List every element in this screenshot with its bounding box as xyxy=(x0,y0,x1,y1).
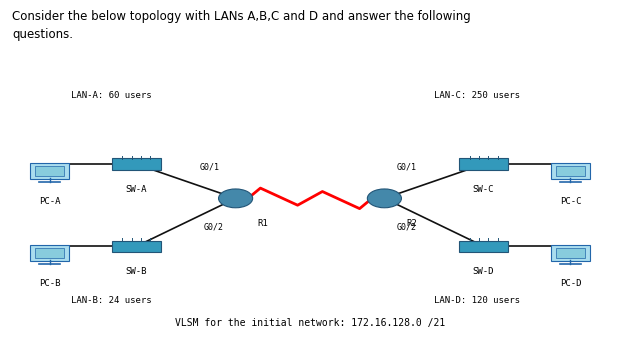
Text: PC-D: PC-D xyxy=(560,279,581,288)
FancyBboxPatch shape xyxy=(551,163,590,179)
FancyBboxPatch shape xyxy=(459,240,508,252)
FancyBboxPatch shape xyxy=(112,240,161,252)
Text: R2: R2 xyxy=(406,219,417,228)
FancyBboxPatch shape xyxy=(30,245,69,261)
FancyBboxPatch shape xyxy=(551,245,590,261)
Text: LAN-C: 250 users: LAN-C: 250 users xyxy=(435,91,520,100)
Text: PC-A: PC-A xyxy=(39,197,60,206)
Text: Consider the below topology with LANs A,B,C and D and answer the following
quest: Consider the below topology with LANs A,… xyxy=(12,10,471,41)
Text: VLSM for the initial network: 172.16.128.0 /21: VLSM for the initial network: 172.16.128… xyxy=(175,318,445,328)
FancyBboxPatch shape xyxy=(112,158,161,170)
FancyBboxPatch shape xyxy=(35,248,64,258)
Text: G0/1: G0/1 xyxy=(397,162,417,171)
Text: SW-B: SW-B xyxy=(126,267,147,276)
Text: PC-B: PC-B xyxy=(39,279,60,288)
Text: SW-A: SW-A xyxy=(126,185,147,194)
Text: LAN-B: 24 users: LAN-B: 24 users xyxy=(71,297,152,305)
Text: G0/2: G0/2 xyxy=(203,222,223,231)
Circle shape xyxy=(367,189,402,208)
Text: R1: R1 xyxy=(257,219,268,228)
Text: LAN-D: 120 users: LAN-D: 120 users xyxy=(435,297,520,305)
Text: G0/2: G0/2 xyxy=(397,222,417,231)
Text: SW-C: SW-C xyxy=(473,185,494,194)
FancyBboxPatch shape xyxy=(556,248,585,258)
Text: PC-C: PC-C xyxy=(560,197,581,206)
FancyBboxPatch shape xyxy=(556,166,585,176)
Text: SW-D: SW-D xyxy=(473,267,494,276)
Text: LAN-A: 60 users: LAN-A: 60 users xyxy=(71,91,152,100)
FancyBboxPatch shape xyxy=(35,166,64,176)
FancyBboxPatch shape xyxy=(30,163,69,179)
FancyBboxPatch shape xyxy=(459,158,508,170)
Text: G0/1: G0/1 xyxy=(200,162,220,171)
Circle shape xyxy=(218,189,253,208)
